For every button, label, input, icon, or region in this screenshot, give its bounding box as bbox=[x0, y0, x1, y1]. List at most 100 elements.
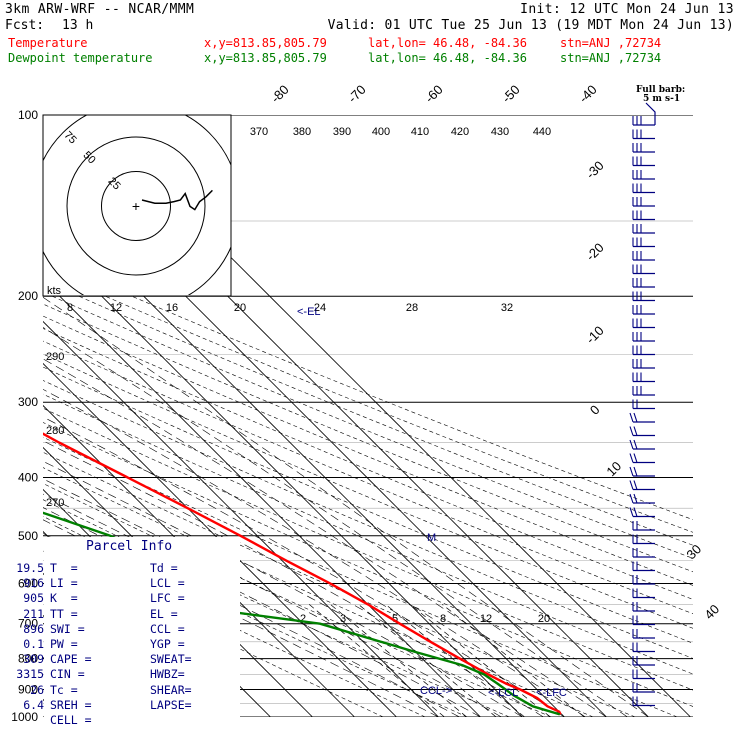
theta-label: 420 bbox=[451, 126, 469, 138]
mixing-ratio-line bbox=[442, 604, 585, 717]
temperature-legend: Temperature bbox=[8, 36, 88, 50]
hodograph-frame bbox=[42, 114, 232, 297]
wind-barb-flag bbox=[629, 426, 634, 436]
mixing-ratio-upper-label: 12 bbox=[110, 302, 122, 314]
moist-adiabat-line bbox=[43, 493, 481, 717]
wind-barb-flag bbox=[633, 453, 638, 463]
parcel-info-cell: 309 bbox=[23, 652, 44, 667]
dry-adiabat-line bbox=[43, 533, 426, 717]
dry-adiabat-line bbox=[43, 353, 693, 629]
dry-adiabat-line bbox=[43, 328, 693, 600]
model-title: 3km ARW-WRF -- NCAR/MMM bbox=[5, 2, 195, 17]
isotherm-line bbox=[43, 404, 355, 717]
theta-label: 370 bbox=[250, 126, 268, 138]
hodograph-units-label: kts bbox=[47, 285, 62, 297]
forecast-label: Fcst: bbox=[5, 18, 45, 33]
isotherm-label: 40 bbox=[701, 601, 722, 622]
wind-barb-flag bbox=[629, 439, 634, 450]
parcel-info-cell: PW = bbox=[50, 636, 78, 651]
parcel-info-cell: LAPSE= bbox=[150, 697, 192, 712]
theta-label: 400 bbox=[372, 126, 390, 138]
isotherm-label: -60 bbox=[422, 82, 446, 106]
hodograph-origin-marker: + bbox=[132, 198, 140, 214]
temperature-latlon: lat,lon= 46.48, -84.36 bbox=[368, 36, 527, 50]
wind-barb-flag bbox=[633, 412, 638, 423]
theta-label: 440 bbox=[533, 126, 551, 138]
forecast-hour: 13 h bbox=[62, 18, 94, 33]
parcel-info-cell: CCL = bbox=[150, 621, 185, 636]
sounding-traces bbox=[43, 432, 562, 716]
isotherm-label: -10 bbox=[583, 323, 607, 347]
pressure-tick-label: 200 bbox=[18, 289, 38, 303]
mixing-ratio-lower-label: 3 bbox=[340, 613, 346, 625]
parcel-info-cell: 896 bbox=[23, 621, 44, 636]
valid-time: Valid: 01 UTC Tue 25 Jun 13 (19 MDT Mon … bbox=[327, 18, 734, 33]
level-marker-label: M bbox=[427, 532, 436, 544]
level-marker-label: CCL-> bbox=[420, 685, 452, 697]
parcel-info-cell: 0.1 bbox=[23, 636, 44, 651]
wind-barb-flag bbox=[629, 453, 634, 463]
parcel-info-cell: Tc = bbox=[50, 682, 78, 697]
moist-adiabat-line bbox=[43, 358, 607, 717]
dry-adiabat-line bbox=[43, 422, 693, 707]
pressure-tick-label: 700 bbox=[18, 617, 38, 631]
pressure-tick-label: 100 bbox=[18, 108, 38, 122]
level-marker-label: <-LCL bbox=[488, 687, 518, 699]
mixing-ratio-upper-label: 32 bbox=[501, 302, 513, 314]
parcel-info-cell: 916 bbox=[23, 576, 44, 591]
dry-adiabat-line bbox=[43, 436, 678, 717]
parcel-info-cell: SWEAT= bbox=[150, 652, 192, 667]
dry-adiabat-line bbox=[43, 340, 693, 615]
wind-barb-flag bbox=[629, 466, 634, 477]
isotherm-line bbox=[43, 362, 397, 717]
dewpoint-legend: Dewpoint temperature bbox=[8, 51, 153, 65]
isotherm-line bbox=[43, 278, 481, 717]
parcel-info-cell: CELL = bbox=[50, 712, 92, 727]
dewpoint-latlon: lat,lon= 46.48, -84.36 bbox=[368, 51, 527, 65]
temperature-trace bbox=[43, 432, 562, 715]
moist-adiabat-line bbox=[43, 416, 565, 717]
moist-adiabat-line bbox=[43, 460, 523, 717]
parcel-info-cell: LCL = bbox=[150, 576, 185, 591]
isotherm-label: 10 bbox=[603, 458, 624, 479]
barb-key-title: Full barb: bbox=[636, 85, 686, 95]
wind-barb-flag bbox=[633, 507, 638, 517]
wind-barb-flag bbox=[633, 466, 638, 477]
theta-label: 430 bbox=[491, 126, 509, 138]
barb-key-units: 5 m s-1 bbox=[643, 94, 681, 104]
wind-barb-flag bbox=[629, 412, 634, 423]
parcel-info-cell: EL = bbox=[150, 606, 178, 621]
pressure-tick-label: 900 bbox=[18, 682, 38, 696]
dry-adiabat-line bbox=[43, 366, 693, 644]
theta-label: 390 bbox=[333, 126, 351, 138]
hodograph-ring bbox=[66, 136, 206, 276]
mixing-ratio-line bbox=[385, 604, 525, 717]
dewpoint-trace bbox=[43, 511, 561, 716]
dry-adiabat-line bbox=[43, 257, 693, 521]
pressure-tick-label: 300 bbox=[18, 395, 38, 409]
theta-label: 380 bbox=[293, 126, 311, 138]
parcel-info-cell: 19.5 bbox=[16, 561, 44, 575]
isotherm-line bbox=[0, 115, 19, 717]
dry-adiabat-line bbox=[43, 315, 693, 586]
parcel-info-title: Parcel Info bbox=[86, 539, 173, 554]
wind-barb-flag bbox=[633, 480, 638, 490]
parcel-info-cell: SHEAR= bbox=[150, 682, 192, 697]
parcel-info-cell: T = bbox=[50, 561, 78, 575]
wind-barbs bbox=[629, 102, 656, 707]
isotherm-label: -40 bbox=[576, 82, 600, 106]
level-marker-label: <-LFC bbox=[536, 687, 567, 699]
theta-side-label: 280 bbox=[46, 425, 64, 437]
pressure-tick-label: 800 bbox=[18, 652, 38, 666]
pressure-tick-label: 400 bbox=[18, 470, 38, 484]
mixing-ratio-upper-label: 24 bbox=[314, 302, 326, 314]
dewpoint-station: stn=ANJ ,72734 bbox=[560, 51, 662, 65]
parcel-info-cell: CIN = bbox=[50, 667, 85, 682]
mixing-ratio-upper-label: 8 bbox=[67, 302, 73, 314]
parcel-info-cell: LI = bbox=[50, 576, 78, 591]
isotherm-label: -80 bbox=[268, 82, 292, 106]
isotherm-label: -50 bbox=[499, 82, 523, 106]
